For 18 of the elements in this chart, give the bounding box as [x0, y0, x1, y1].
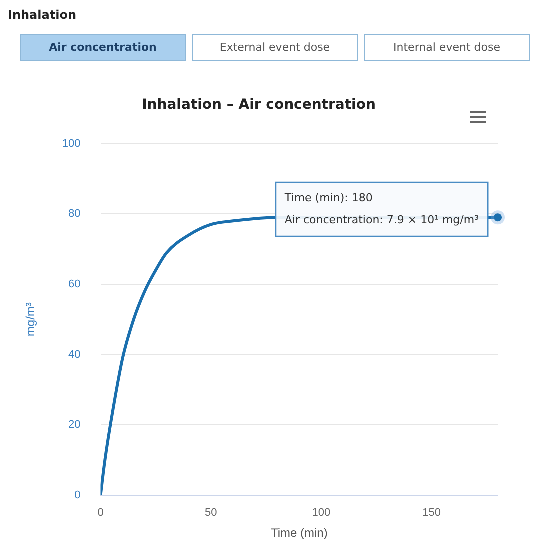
x-tick-label: 100 [312, 507, 331, 520]
x-tick-label: 0 [98, 507, 104, 520]
y-tick-label: 40 [68, 348, 81, 361]
annotation: Time (min): 180 Air concentration: 7.9 × 10¹ mg/m³ [284, 191, 480, 226]
text: Internal event dose [364, 34, 530, 61]
text: External event dose [192, 34, 358, 61]
y-axis-title: mg/m³ [24, 302, 38, 337]
y-tick-label: 60 [68, 278, 81, 290]
y-tick-label: 80 [68, 208, 81, 220]
text: Inhalation [8, 8, 76, 22]
x-tick-label: 50 [204, 507, 218, 520]
x-tick-label: 150 [422, 507, 441, 520]
x-axis-title: Time (min) [270, 526, 328, 540]
y-tick-label: 20 [68, 419, 81, 432]
y-tick-label: 0 [74, 489, 81, 502]
y-tick-label: 100 [62, 138, 81, 150]
text: Air concentration [20, 34, 186, 61]
chart-title: Inhalation – Air concentration [142, 97, 376, 114]
